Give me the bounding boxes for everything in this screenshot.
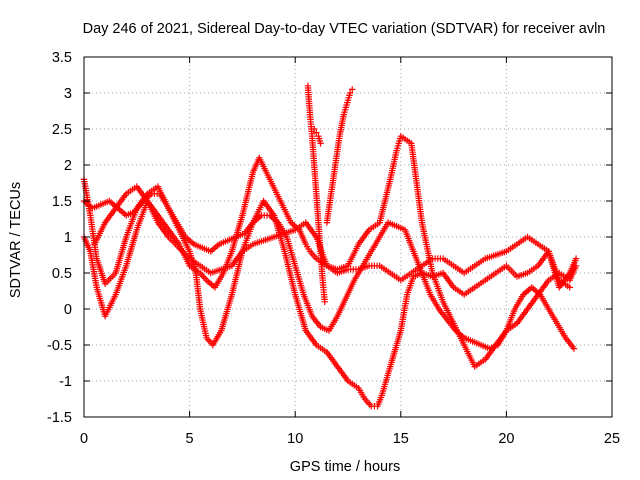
x-tick-label: 15 xyxy=(393,431,409,447)
y-tick-label: 1 xyxy=(64,230,72,246)
x-tick-label: 5 xyxy=(186,431,194,447)
x-tick-label: 10 xyxy=(287,431,303,447)
y-tick-label: 0.5 xyxy=(52,266,72,282)
y-tick-label: -1 xyxy=(59,374,72,390)
data-point xyxy=(317,140,324,147)
y-tick-label: -1.5 xyxy=(47,410,72,426)
y-tick-label: 2 xyxy=(64,158,72,174)
data-point xyxy=(572,255,580,262)
y-tick-label: 0 xyxy=(64,302,72,318)
axis-ticks: 0 5 10 15 20 25 -1.5 -1 -0.5 0 0.5 1 1.5 2 2.5 3 3.5 xyxy=(47,50,620,447)
series-track-g xyxy=(311,125,324,147)
grid-lines xyxy=(84,57,612,417)
data-point xyxy=(346,89,354,97)
data-points xyxy=(80,82,580,410)
chart-title: Day 246 of 2021, Sidereal Day-to-day VTE… xyxy=(83,21,606,37)
data-point xyxy=(566,284,573,291)
y-tick-label: -0.5 xyxy=(47,338,72,354)
y-tick-label: 1.5 xyxy=(52,194,72,210)
series-track-c xyxy=(80,190,578,352)
y-tick-label: 2.5 xyxy=(52,122,72,138)
x-axis-label: GPS time / hours xyxy=(290,459,400,475)
data-point xyxy=(321,298,328,305)
x-tick-label: 20 xyxy=(498,431,514,447)
series-track-f xyxy=(323,86,356,226)
data-point xyxy=(572,262,580,269)
x-tick-label: 0 xyxy=(80,431,88,447)
series-track-e xyxy=(304,82,328,305)
y-tick-label: 3.5 xyxy=(52,50,72,66)
series-track-d xyxy=(91,183,573,291)
data-point xyxy=(349,86,356,93)
data-point xyxy=(570,345,578,352)
data-point xyxy=(313,129,320,136)
y-tick-label: 3 xyxy=(64,86,72,102)
y-axis-label: SDTVAR / TECUs xyxy=(8,182,24,298)
data-point xyxy=(311,125,318,133)
x-tick-label: 25 xyxy=(604,431,620,447)
